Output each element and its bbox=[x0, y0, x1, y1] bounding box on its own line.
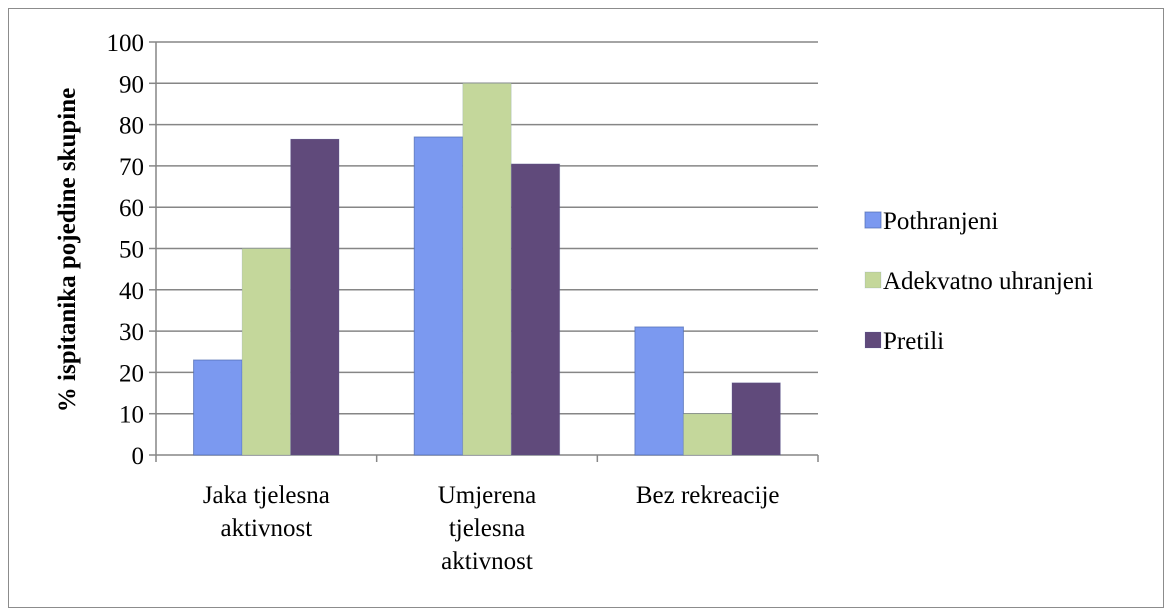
x-category-label: aktivnost bbox=[220, 515, 312, 542]
y-tick-label: 30 bbox=[119, 319, 144, 346]
legend-label: Pothranjeni bbox=[883, 208, 998, 235]
bar-adekvatno-uhranjeni bbox=[462, 82, 512, 456]
legend-label: Pretili bbox=[883, 328, 944, 355]
legend-label: Adekvatno uhranjeni bbox=[883, 268, 1093, 295]
bar-pothranjeni bbox=[413, 136, 464, 456]
y-tick-label: 50 bbox=[119, 237, 144, 264]
x-category-label: tjelesna bbox=[449, 515, 525, 542]
y-tick-label: 40 bbox=[119, 278, 144, 305]
y-tick-label: 60 bbox=[119, 195, 144, 222]
legend-swatch bbox=[864, 271, 882, 289]
bar-pothranjeni bbox=[634, 326, 684, 456]
x-category-label: Bez rekreacije bbox=[636, 482, 780, 509]
bars bbox=[193, 82, 781, 456]
bar-chart: 0 10 20 30 40 50 60 70 80 90 100 Jaka tjelesna aktiv… bbox=[54, 30, 1093, 575]
x-category-label: Umjerena bbox=[438, 482, 537, 509]
chart-frame bbox=[8, 8, 1164, 608]
x-category-label: aktivnost bbox=[441, 548, 533, 575]
legend: Pothranjeni Adekvatno uhranjeni Pretili bbox=[864, 208, 1093, 355]
y-tick-label: 70 bbox=[119, 154, 144, 181]
x-category-label: Jaka tjelesna bbox=[203, 482, 330, 509]
y-tick-label: 20 bbox=[119, 360, 144, 387]
y-tick-label: 80 bbox=[119, 113, 144, 140]
bar-pothranjeni bbox=[193, 359, 243, 456]
legend-swatch bbox=[864, 211, 882, 229]
bar-pretili bbox=[731, 382, 781, 456]
y-tick-label: 0 bbox=[132, 443, 145, 470]
y-tick-label: 90 bbox=[119, 71, 144, 98]
y-tick-label: 10 bbox=[119, 402, 144, 429]
bar-pretili bbox=[290, 138, 340, 456]
y-axis-title: % ispitanika pojedine skupine bbox=[54, 88, 81, 412]
axis-labels: 0 10 20 30 40 50 60 70 80 90 100 Jaka tjelesna aktiv… bbox=[107, 30, 780, 575]
bar-adekvatno-uhranjeni bbox=[682, 413, 733, 456]
legend-swatch bbox=[864, 331, 882, 349]
bar-adekvatno-uhranjeni bbox=[241, 248, 292, 456]
bar-pretili bbox=[510, 163, 561, 456]
y-tick-label: 100 bbox=[107, 30, 145, 57]
